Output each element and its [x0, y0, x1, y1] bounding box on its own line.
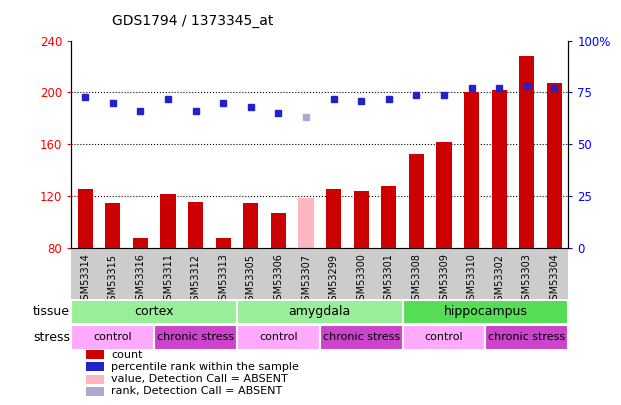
Bar — [299, 198, 314, 248]
Bar — [326, 189, 341, 248]
Bar — [492, 90, 507, 248]
Text: GSM53309: GSM53309 — [439, 254, 449, 307]
Bar — [402, 325, 486, 350]
Text: GSM53305: GSM53305 — [246, 254, 256, 307]
Text: GSM53312: GSM53312 — [191, 254, 201, 307]
Bar — [320, 325, 402, 350]
Bar — [409, 153, 424, 248]
Bar — [547, 83, 562, 248]
Bar — [154, 325, 237, 350]
Text: GSM53315: GSM53315 — [108, 254, 118, 307]
Bar — [271, 213, 286, 248]
Text: hippocampus: hippocampus — [443, 305, 527, 318]
Bar — [86, 375, 104, 384]
Text: chronic stress: chronic stress — [323, 333, 400, 342]
Text: GSM53314: GSM53314 — [80, 254, 90, 307]
Bar — [160, 194, 176, 248]
Bar — [71, 325, 154, 350]
Text: rank, Detection Call = ABSENT: rank, Detection Call = ABSENT — [111, 386, 283, 396]
Text: GSM53303: GSM53303 — [522, 254, 532, 307]
Text: GSM53306: GSM53306 — [273, 254, 283, 307]
Text: percentile rank within the sample: percentile rank within the sample — [111, 362, 299, 372]
Bar — [78, 189, 93, 248]
Bar — [86, 350, 104, 359]
Text: control: control — [259, 333, 297, 342]
Text: GSM53301: GSM53301 — [384, 254, 394, 307]
Bar — [237, 300, 402, 324]
Bar — [402, 300, 568, 324]
Text: chronic stress: chronic stress — [157, 333, 234, 342]
Bar — [381, 186, 396, 248]
Bar — [486, 325, 568, 350]
Text: amygdala: amygdala — [289, 305, 351, 318]
Text: control: control — [425, 333, 463, 342]
Text: GSM53310: GSM53310 — [466, 254, 476, 307]
Bar — [437, 142, 451, 248]
Bar — [71, 300, 237, 324]
Text: chronic stress: chronic stress — [488, 333, 565, 342]
Text: GSM53307: GSM53307 — [301, 254, 311, 307]
Text: count: count — [111, 350, 143, 360]
Bar — [237, 325, 320, 350]
Bar — [105, 203, 120, 248]
Bar — [86, 362, 104, 371]
Text: value, Detection Call = ABSENT: value, Detection Call = ABSENT — [111, 374, 288, 384]
Text: GDS1794 / 1373345_at: GDS1794 / 1373345_at — [112, 14, 273, 28]
Bar — [133, 238, 148, 248]
Bar — [353, 191, 369, 248]
Bar — [243, 203, 258, 248]
Text: cortex: cortex — [135, 305, 174, 318]
Text: GSM53311: GSM53311 — [163, 254, 173, 307]
Text: tissue: tissue — [33, 305, 70, 318]
Text: GSM53304: GSM53304 — [550, 254, 560, 307]
Text: GSM53300: GSM53300 — [356, 254, 366, 307]
Bar — [519, 56, 535, 248]
Text: control: control — [94, 333, 132, 342]
Text: GSM53316: GSM53316 — [135, 254, 145, 307]
Bar — [215, 238, 231, 248]
Bar — [86, 387, 104, 396]
Text: GSM53299: GSM53299 — [329, 254, 338, 307]
Text: GSM53308: GSM53308 — [412, 254, 422, 307]
Text: stress: stress — [33, 331, 70, 344]
Bar — [464, 92, 479, 248]
Bar — [188, 202, 203, 248]
Text: GSM53302: GSM53302 — [494, 254, 504, 307]
Text: GSM53313: GSM53313 — [218, 254, 228, 307]
